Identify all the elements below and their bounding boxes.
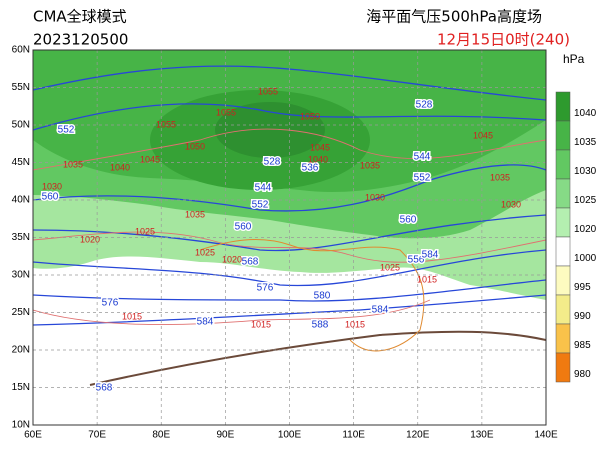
pressure-label: 1040 [308,154,328,164]
lon-label: 70E [88,430,106,441]
height-label: 544 [414,152,431,163]
colorbar-label: 1020 [574,224,597,235]
valid-time: 12月15日0时(240) [437,31,570,49]
lat-label: 40N [12,195,30,206]
colorbar-box [555,294,571,325]
colorbar-box [555,207,571,238]
lat-label: 10N [12,420,30,431]
pressure-label: 1030 [365,192,385,202]
pressure-label: 1025 [195,247,215,257]
height-label: 536 [302,163,319,174]
lat-label: 50N [12,120,30,131]
lat-label: 20N [12,345,30,356]
pressure-label: 1030 [501,199,521,209]
height-label: 544 [255,183,272,194]
pressure-label: 1035 [185,209,205,219]
colorbar-box [555,91,571,122]
colorbar-unit: hPa [563,52,585,66]
lat-label: 60N [12,45,30,56]
colorbar-box [555,178,571,209]
lon-label: 110E [342,430,365,441]
pressure-label: 1015 [122,311,142,321]
height-label: 560 [235,222,252,233]
map-frame [32,49,547,426]
height-label: 560 [400,215,417,226]
pressure-label: 1035 [490,172,510,182]
lat-label: 15N [12,382,30,393]
graticule [33,50,546,425]
pressure-label: 1055 [258,86,278,96]
height-label: 560 [42,192,59,203]
colorbar-label: 1035 [574,137,597,148]
colorbar-box [555,265,571,296]
colorbar-label: 995 [574,282,591,293]
pressure-label: 1055 [156,119,176,129]
colorbar-box [555,120,571,151]
colorbar-label: 1040 [574,108,597,119]
pressure-label: 1035 [360,160,380,170]
height-label: 588 [312,320,329,331]
pressure-label: 1030 [42,181,62,191]
pressure-label: 1050 [185,141,205,151]
lon-label: 120E [406,430,430,441]
pressure-label: 1055 [216,107,236,117]
height-label: 584 [197,317,214,328]
pressure-label: 1050 [300,111,320,121]
lat-label: 35N [12,232,30,243]
height-label: 528 [416,100,433,111]
height-label: 584 [372,305,389,316]
colorbar-label: 1025 [574,195,597,206]
colorbar-box [555,149,571,180]
lat-label: 45N [12,157,30,168]
pressure-label: 1045 [473,130,493,140]
lon-label: 140E [534,430,558,441]
pressure-label: 1015 [345,319,365,329]
height-label: 552 [58,125,75,136]
contours [33,65,546,386]
lat-label: 25N [12,307,30,318]
height-label: 576 [102,298,119,309]
lon-label: 100E [278,430,302,441]
height-label: 584 [422,250,439,261]
height-label: 528 [264,157,281,168]
height-label: 552 [252,200,269,211]
height-label: 552 [414,173,431,184]
height-label: 568 [96,383,113,394]
pressure-label: 1040 [110,162,130,172]
colorbar-label: 985 [574,340,591,351]
pressure-label: 1035 [63,159,83,169]
lon-label: 90E [216,430,234,441]
pressure-label: 1020 [222,254,242,264]
pressure-label: 1045 [140,154,160,164]
height-label: 576 [257,283,274,294]
lat-label: 55N [12,82,30,93]
height-label: 568 [242,257,259,268]
lat-label: 30N [12,270,30,281]
run-time: 2023120500 [33,31,128,49]
lon-label: 80E [152,430,170,441]
colorbar-box [555,323,571,354]
height-label: 556 [408,255,425,266]
pressure-label: 1025 [135,226,155,236]
colorbar-label: 990 [574,311,591,322]
colorbar-label: 1000 [574,253,597,264]
model-name: CMA全球模式 [33,8,127,26]
pressure-label: 1025 [380,262,400,272]
colorbar-label: 980 [574,369,591,380]
lon-label: 60E [24,430,42,441]
pressure-label: 1020 [80,234,100,244]
pressure-label: 1015 [417,274,437,284]
lon-label: 130E [470,430,494,441]
map-title: 海平面气压500hPa高度场 [366,8,542,26]
colorbar-label: 1030 [574,166,597,177]
height-label: 580 [314,291,331,302]
colorbar-box [555,352,571,383]
colorbar-box [555,236,571,267]
pressure-label: 1045 [310,142,330,152]
pressure-label: 1015 [251,319,271,329]
